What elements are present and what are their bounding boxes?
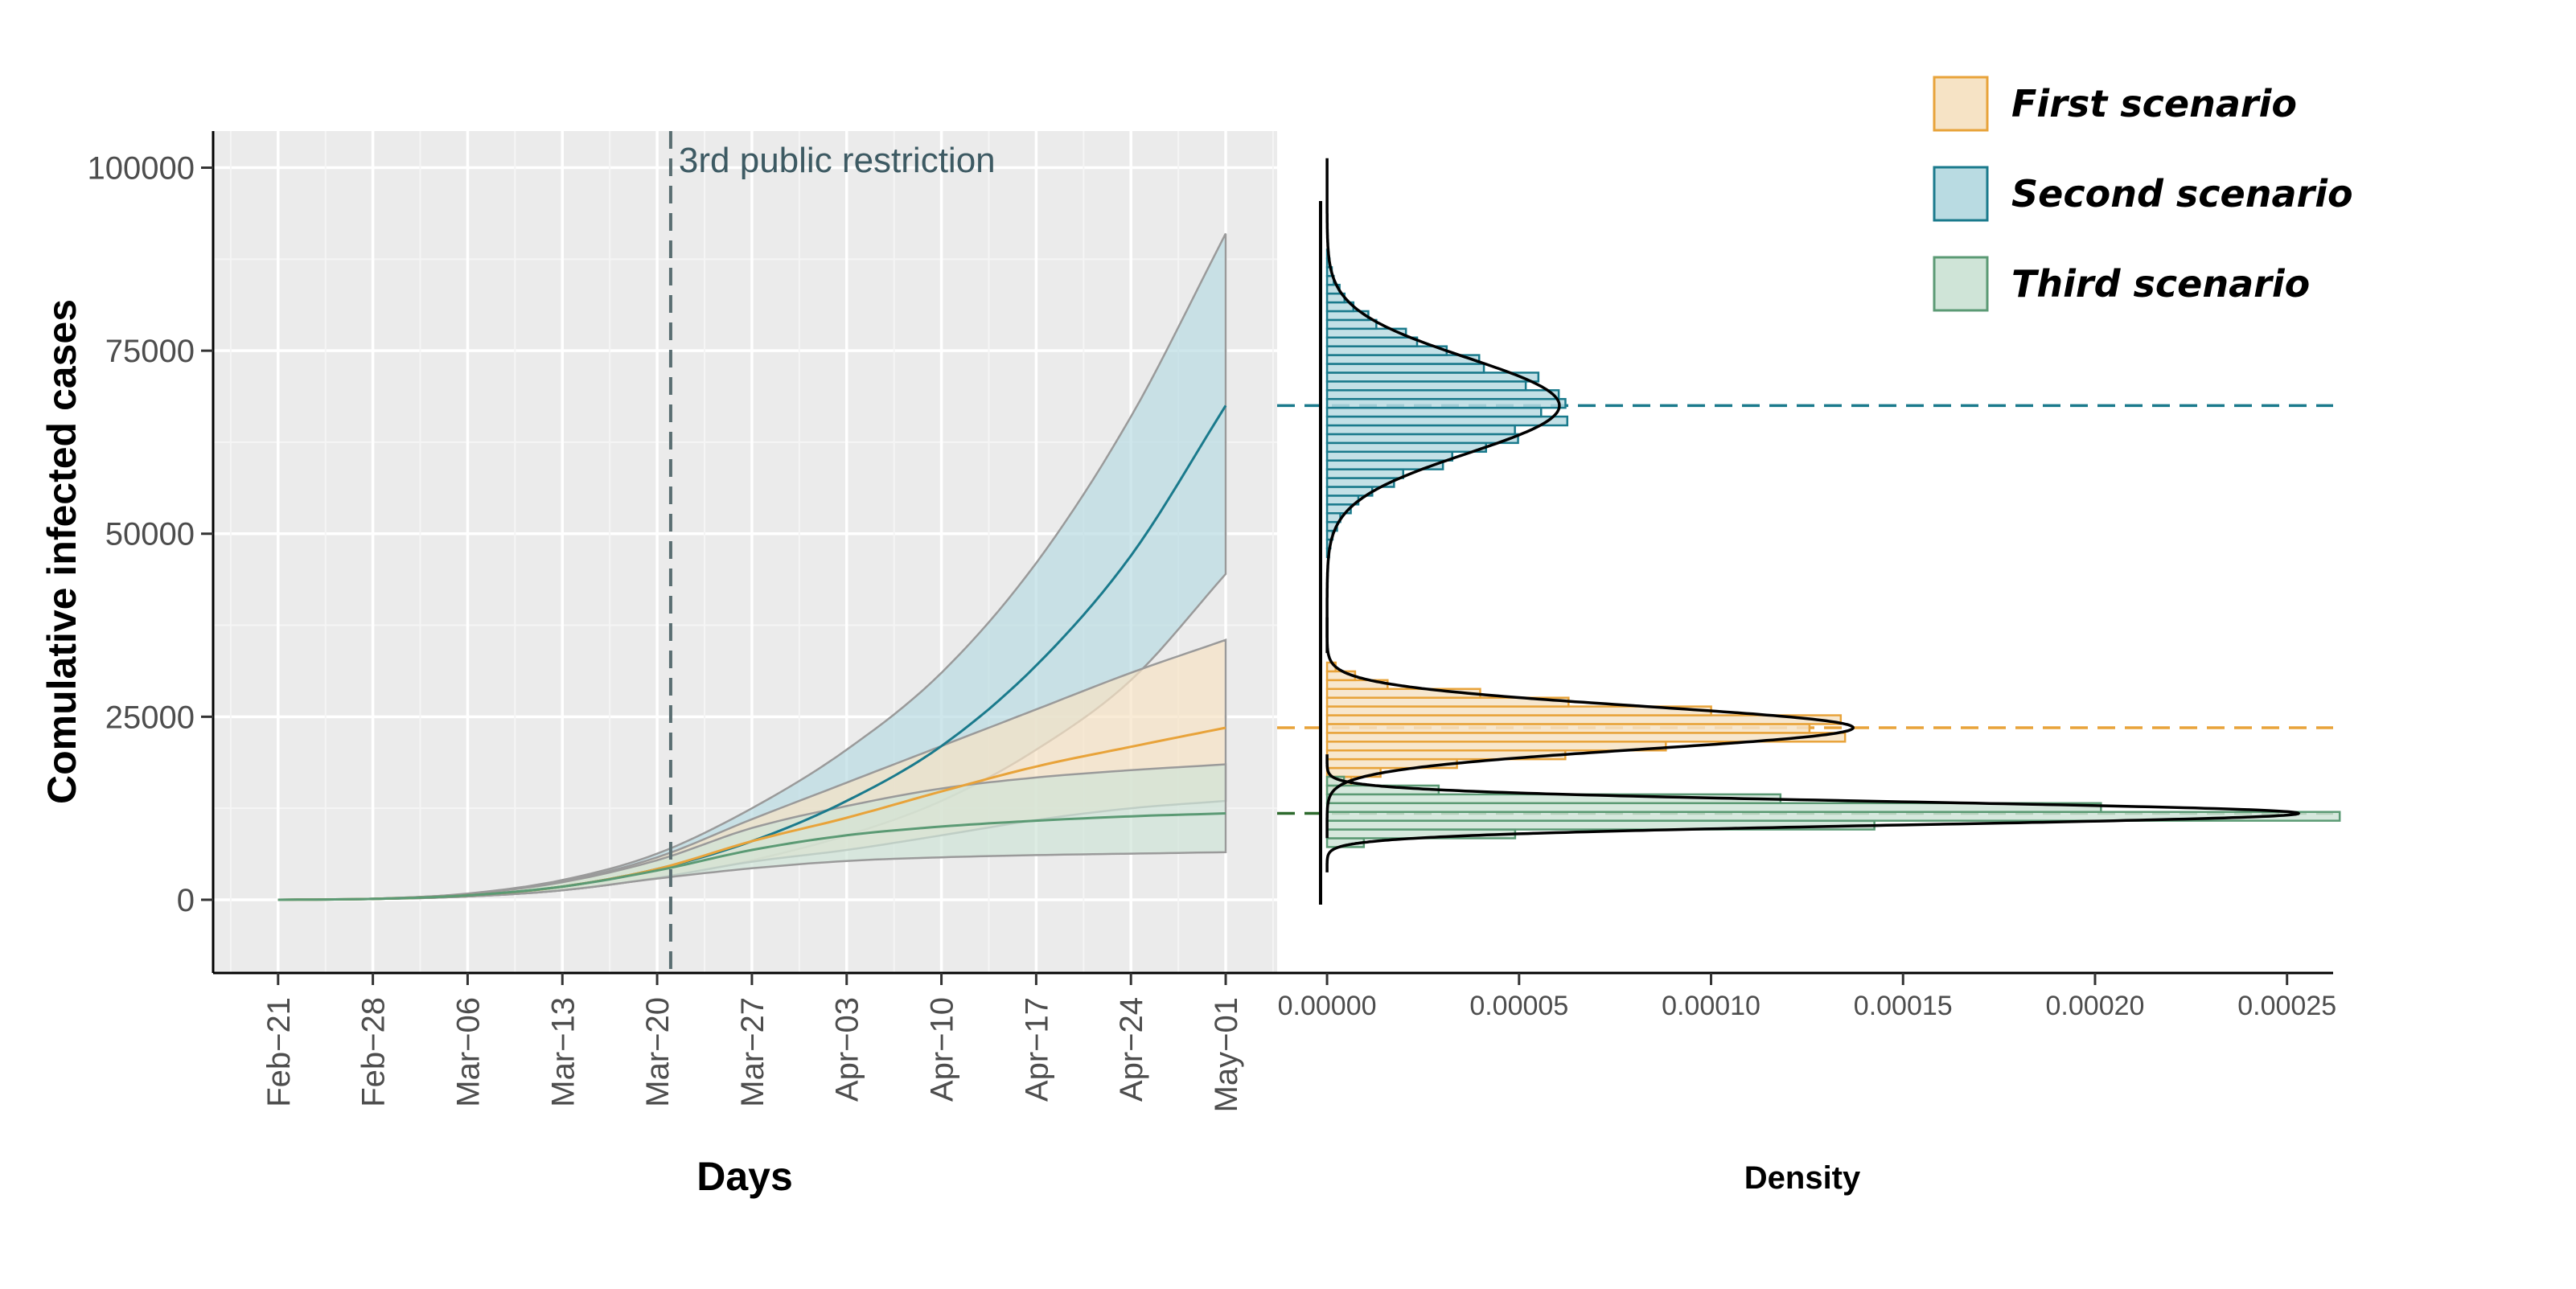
legend-key-first [1933,76,1989,132]
second-scenario-hist-bar [1325,354,1481,365]
density-curves [1325,158,2301,872]
y-tick-label: 50000 [105,517,195,552]
second-scenario-hist-bar [1325,450,1453,462]
second-scenario-hist-bar [1325,372,1540,383]
y-tick-label: 75000 [105,334,195,369]
first-scenario-hist-bar [1325,757,1458,770]
x-tick-label: Apr−24 [1114,997,1149,1102]
second-scenario-hist-bar [1325,415,1569,427]
x-tick-label: Apr−10 [925,997,960,1102]
second-scenario-hist-bar [1325,363,1485,374]
second-scenario-hist-bar [1325,406,1543,418]
x-tick-label: Feb−28 [356,997,392,1107]
second-scenario-hist-bar [1325,345,1448,356]
first-scenario-hist-bar [1325,741,1667,752]
restriction-marker: 3rd public restriction [668,131,996,973]
x-tick-label: Mar−20 [640,997,676,1107]
y-ticks: 0 25000 50000 75000 100000 [88,151,213,918]
restriction-label: 3rd public restriction [679,141,996,180]
legend-label-second: Second scenario [2011,172,2353,216]
density-tick-label: 0.00025 [2237,991,2336,1021]
second-scenario-hist-bar [1325,336,1419,347]
y-tick-label: 25000 [105,700,195,735]
second-scenario-hist-bar [1325,433,1519,445]
density-panel: 0.00000 0.00005 0.00010 0.00015 0.00020 0.000… [1277,158,2341,1196]
first-scenario-density-curve [1325,617,1855,839]
y-axis-title: Comulative infected cases [39,299,84,804]
second-scenario-hist-bar [1325,424,1516,436]
confidence-bands [277,232,1227,901]
density-tick-label: 0.00000 [1278,991,1377,1021]
third-scenario-line [277,812,1226,901]
second-scenario-hist-bar [1325,380,1527,392]
third-scenario-band [277,763,1227,901]
legend: First scenario Second scenario Third sce… [1933,76,2353,312]
density-tick-label: 0.00015 [1854,991,1953,1021]
x-tick-label: Mar−13 [545,997,581,1107]
first-scenario-hist-bar [1325,723,1811,734]
x-axis-title: Days [696,1154,793,1199]
legend-key-second [1933,166,1989,222]
x-tick-label: Apr−17 [1019,997,1054,1102]
first-scenario-hist-bar [1325,714,1843,725]
histograms [1325,248,2341,848]
second-scenario-hist-bar [1325,468,1404,479]
second-scenario-hist-bar [1325,441,1487,454]
second-scenario-hist-bar [1325,389,1560,400]
density-tick-label: 0.00010 [1662,991,1760,1021]
third-scenario-density-curve [1325,754,2301,872]
x-tick-label: Mar−27 [735,997,770,1107]
legend-key-third [1933,256,1989,312]
x-tick-label: Feb−21 [261,997,297,1107]
legend-label-third: Third scenario [2011,262,2310,306]
second-scenario-hist-bar [1325,397,1567,409]
cumulative-cases-panel: 3rd public restriction 0 25000 50000 75000 1… [39,131,1277,1199]
y-tick-label: 0 [177,883,195,918]
y-tick-label: 100000 [88,151,195,187]
x-ticks: Feb−21 Feb−28 Mar−06 Mar−13 Mar−20 Mar−27 Apr−… [261,973,1244,1112]
density-x-ticks: 0.00000 0.00005 0.00010 0.00015 0.00020 0.000… [1278,973,2336,1021]
density-tick-label: 0.00020 [2046,991,2145,1021]
density-tick-label: 0.00005 [1469,991,1568,1021]
legend-label-first: First scenario [2011,82,2297,125]
second-scenario-density-curve [1325,158,1561,654]
second-scenario-hist-bar [1325,318,1378,330]
mean-lines [277,404,1227,901]
x-tick-label: May−01 [1209,997,1244,1112]
x-tick-label: Mar−06 [450,997,486,1107]
x-tick-label: Apr−03 [830,997,865,1102]
density-axis-title: Density [1744,1160,1861,1196]
